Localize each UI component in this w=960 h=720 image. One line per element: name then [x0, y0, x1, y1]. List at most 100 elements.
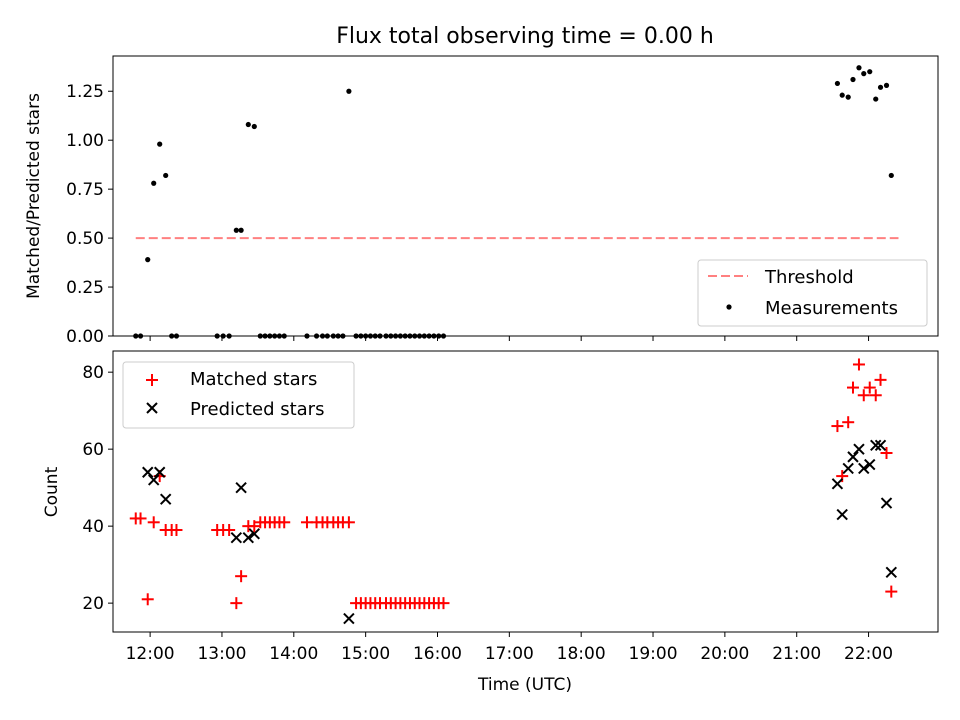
predicted-star-point	[847, 451, 859, 463]
measurement-point	[873, 96, 879, 102]
matched-star-point	[842, 416, 855, 429]
measurement-point	[157, 141, 163, 147]
matched-star-point	[869, 389, 882, 402]
predicted-star-point	[242, 531, 255, 544]
matched-star-point	[134, 512, 147, 525]
x-tick-label: 22:00	[844, 644, 893, 664]
predicted-star-point	[230, 531, 243, 544]
measurements-legend-swatch	[726, 304, 732, 310]
matched-star-point	[147, 516, 160, 529]
count-x-axis: 12:00 13:00 14:00 15:00 16:00 17:00 18:00 19:00…	[126, 632, 893, 664]
threshold-legend-label: Threshold	[764, 267, 854, 288]
measurement-point	[850, 76, 856, 83]
matched-star-point	[278, 516, 291, 529]
predicted-legend-label: Predicted stars	[190, 399, 324, 420]
count-y-tick-label: 40	[82, 517, 104, 537]
matched-star-point	[846, 381, 859, 394]
measurement-point	[251, 123, 257, 130]
predicted-star-point	[885, 566, 898, 579]
predicted-star-point	[142, 466, 154, 478]
predicted-star-point	[880, 497, 893, 509]
measurement-point	[238, 227, 244, 233]
matched-star-point	[831, 420, 844, 433]
ratio-legend: Threshold Measurements	[697, 259, 928, 327]
matched-star-point	[223, 523, 236, 536]
x-axis-label: Time (UTC)	[477, 675, 572, 695]
ratio-y-tick-label: 1.00	[66, 131, 104, 151]
measurement-point	[151, 180, 157, 186]
measurement-point	[245, 121, 251, 128]
predicted-star-point	[874, 439, 887, 452]
count-y-tick-label: 20	[82, 594, 104, 614]
predicted-star-point	[153, 466, 166, 478]
matched-star-point	[141, 593, 154, 606]
predicted-star-point	[831, 478, 844, 490]
measurement-point	[346, 88, 352, 94]
matched-star-point	[852, 358, 865, 371]
measurement-point	[834, 80, 841, 87]
matched-star-point	[230, 597, 243, 610]
count-plot-frame	[112, 350, 939, 633]
matched-star-point	[235, 570, 248, 583]
ratio-y-tick-label: 1.25	[66, 82, 104, 102]
predicted-legend-swatch	[146, 402, 158, 414]
ratio-plot-frame	[112, 55, 939, 337]
x-tick-label: 21:00	[772, 644, 821, 664]
measurement-point	[839, 92, 845, 98]
ratio-panel: 0.00 0.25 0.50 0.75 1.00 1.25 Matched/Predict…	[24, 55, 939, 347]
figure-title: Flux total observing time = 0.00 h	[336, 24, 714, 49]
measurement-point	[867, 69, 873, 75]
measurement-point	[163, 172, 169, 179]
matched-star-point	[342, 516, 355, 529]
ratio-y-tick-label: 0.50	[66, 229, 104, 249]
matched-star-point	[437, 597, 450, 610]
predicted-star-point	[248, 528, 260, 540]
count-y-tick-label: 60	[82, 440, 104, 460]
x-tick-label: 15:00	[341, 644, 390, 664]
measurement-point	[877, 84, 884, 90]
x-tick-label: 12:00	[126, 644, 175, 664]
matched-star-point	[874, 373, 887, 386]
measurement-point	[888, 172, 894, 179]
x-tick-label: 16:00	[413, 644, 462, 664]
x-tick-label: 14:00	[269, 644, 318, 664]
measurement-point	[845, 94, 851, 100]
ratio-x-ticks	[149, 336, 870, 341]
measurement-point	[856, 65, 862, 71]
measurements-legend-label: Measurements	[765, 298, 898, 319]
x-tick-label: 19:00	[629, 644, 678, 664]
matched-star-point	[857, 389, 870, 402]
matched-legend-label: Matched stars	[190, 369, 317, 390]
count-legend-box	[122, 361, 355, 429]
ratio-y-tick-label: 0.00	[66, 327, 104, 347]
matched-legend-swatch	[146, 374, 158, 386]
count-y-tick-label: 80	[82, 363, 104, 383]
matched-star-point	[880, 447, 893, 460]
ratio-y-axis: 0.00 0.25 0.50 0.75 1.00 1.25	[66, 82, 113, 347]
measurement-point	[145, 257, 151, 263]
x-tick-label: 18:00	[557, 644, 606, 664]
count-y-axis: 20 40 60 80	[82, 363, 113, 614]
x-tick-label: 17:00	[485, 644, 534, 664]
ratio-legend-box	[697, 259, 928, 327]
predicted-star-point	[864, 458, 876, 471]
measurement-point	[883, 82, 890, 88]
predicted-star-point	[148, 474, 160, 486]
predicted-star-point	[343, 612, 355, 625]
count-marks	[129, 358, 898, 625]
predicted-star-point	[853, 443, 865, 455]
predicted-star-point	[836, 508, 848, 521]
measurement-point	[861, 71, 867, 77]
predicted-star-point	[235, 481, 247, 494]
x-tick-label: 13:00	[197, 644, 246, 664]
x-tick-label: 20:00	[700, 644, 749, 664]
predicted-star-point	[858, 462, 870, 475]
count-legend: Matched stars Predicted stars	[122, 361, 355, 429]
matched-star-point	[863, 381, 876, 394]
matched-star-point	[170, 523, 183, 536]
ratio-y-tick-label: 0.25	[66, 278, 104, 298]
predicted-star-point	[842, 462, 854, 475]
ratio-y-axis-label: Matched/Predicted stars	[24, 93, 44, 299]
